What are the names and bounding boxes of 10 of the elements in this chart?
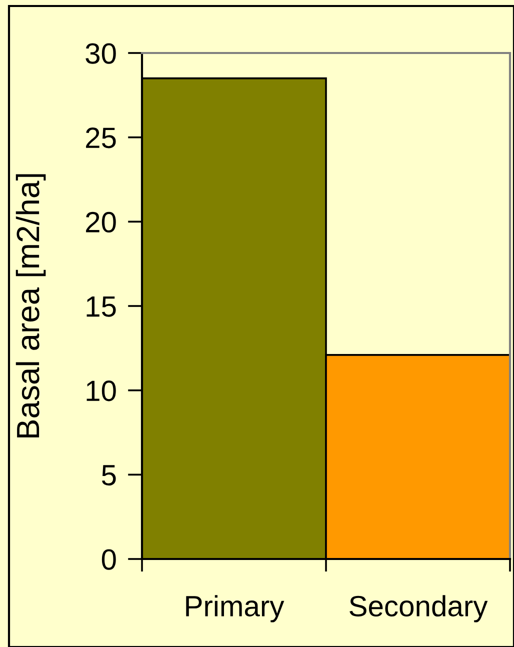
y-axis-title: Basal area [m2/ha] [16, 174, 46, 438]
y-tick-label: 30 [86, 43, 116, 64]
y-tick-label: 25 [86, 128, 116, 148]
x-tick-label: Secondary [350, 595, 488, 622]
y-tick-label: 15 [86, 296, 116, 317]
y-tick-label: 0 [102, 549, 116, 570]
y-tick-label: 10 [86, 380, 116, 402]
x-tick-label: Primary [186, 595, 284, 622]
y-tick-label: 20 [86, 212, 116, 233]
y-tick-label: 5 [102, 465, 116, 486]
